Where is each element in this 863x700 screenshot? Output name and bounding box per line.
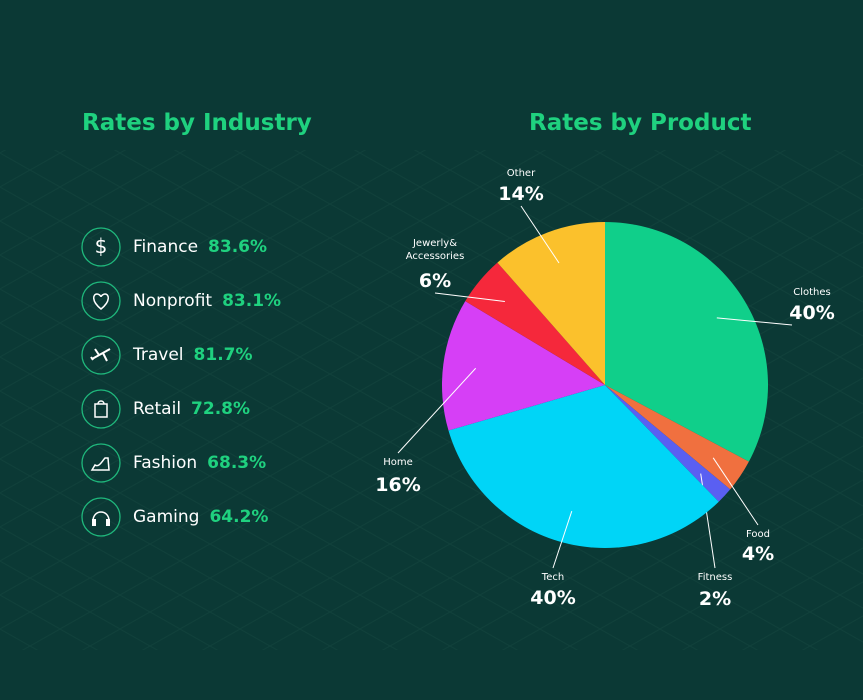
industry-name: Travel [133,345,184,365]
industry-row: Gaming 64.2% [81,497,268,537]
industry-icon [81,389,121,429]
industry-icon [81,281,121,321]
industry-name: Fashion [133,453,198,473]
pie-slice [448,385,719,548]
industry-row: $ Finance 83.6% [81,227,267,267]
leader-line [712,457,759,526]
pie-slice [465,262,605,385]
leader-line [434,292,505,302]
industry-row: Retail 72.8% [81,389,250,429]
slice-label: Food [746,529,770,540]
industry-row: Nonprofit 83.1% [81,281,281,321]
industry-name: Retail [133,399,182,419]
slice-label: Tech [541,572,564,583]
industry-rate: 68.3% [207,453,267,473]
slice-value: 6% [419,270,451,292]
industry-name: Gaming [133,507,200,527]
slice-label: Fitness [698,572,733,583]
industry-rate: 64.2% [209,507,269,527]
pie-slice [605,385,749,490]
industry-row: Fashion 68.3% [81,443,266,483]
slice-value: 4% [742,543,774,565]
slice-label: Other [507,168,536,179]
slice-value: 2% [699,588,731,610]
leader-line [397,367,477,454]
industry-name: Nonprofit [133,291,213,311]
slice-value: 14% [498,183,543,205]
pie-slice [442,301,605,431]
slice-value: 16% [375,474,420,496]
industry-rate: 81.7% [193,345,253,365]
product-title: Rates by Product [529,110,752,136]
leader-line [716,317,793,326]
industry-title: Rates by Industry [82,110,312,136]
slice-label: Jewerly& Accessories [406,238,465,262]
industry-name: Finance [133,237,199,257]
industry-icon [81,443,121,483]
pie-slice [605,222,768,462]
leader-line [552,510,573,569]
slice-label: Home [383,457,413,468]
pie-slice [497,222,605,385]
industry-row: Travel 81.7% [81,335,253,375]
industry-rate: 83.1% [222,291,282,311]
industry-icon: $ [81,227,121,267]
leader-line [520,205,560,264]
slice-value: 40% [789,302,834,324]
industry-rate: 83.6% [208,237,268,257]
slice-value: 40% [530,587,575,609]
svg-text:$: $ [95,234,108,258]
slice-label: Clothes [793,287,831,298]
pie-slice [605,385,731,502]
industry-icon [81,335,121,375]
industry-icon [81,497,121,537]
industry-rate: 72.8% [191,399,251,419]
